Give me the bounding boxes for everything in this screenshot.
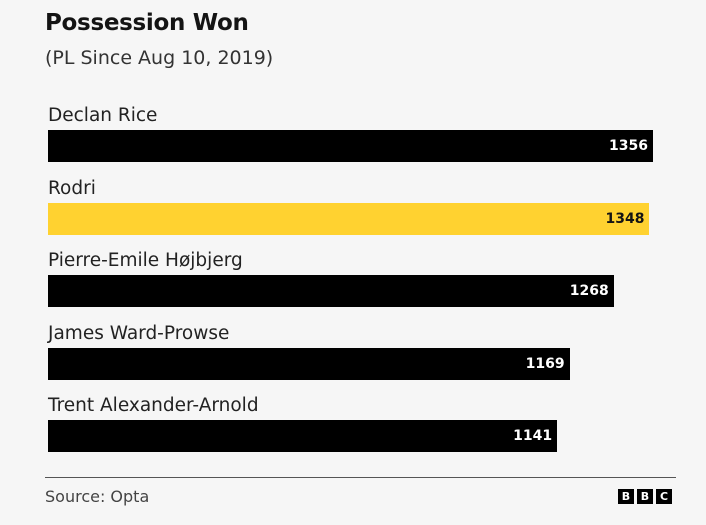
bar — [48, 130, 653, 162]
bar — [48, 420, 558, 452]
chart-title: Possession Won — [45, 10, 249, 36]
footer-divider — [45, 477, 676, 478]
bar — [48, 347, 570, 380]
source-text: Source: Opta — [45, 487, 150, 506]
logo-letter: B — [618, 489, 634, 504]
logo-letter: B — [637, 489, 653, 504]
category-label: James Ward-Prowse — [48, 322, 230, 344]
bar-chart: Declan Rice 1356 Rodri 1348 Pierre-Emile Høj… — [48, 105, 653, 452]
logo-letter: C — [656, 489, 672, 504]
data-label: 1268 — [569, 283, 609, 299]
category-label: Declan Rice — [48, 105, 158, 126]
chart-subtitle: (PL Since Aug 10, 2019) — [45, 47, 274, 69]
bar — [48, 275, 614, 307]
bbc-logo: B B C — [618, 489, 672, 504]
data-label: 1356 — [609, 138, 648, 154]
category-label: Rodri — [48, 177, 96, 199]
category-label: Pierre-Emile Højbjerg — [48, 250, 243, 271]
data-label: 1169 — [525, 355, 565, 372]
data-label: 1348 — [605, 210, 645, 227]
data-label: 1141 — [513, 428, 553, 444]
bar — [48, 202, 650, 235]
category-label: Trent Alexander-Arnold — [48, 395, 259, 416]
